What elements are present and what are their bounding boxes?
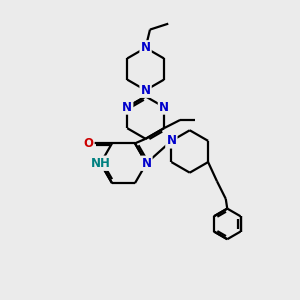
Text: N: N — [141, 84, 151, 97]
Text: NH: NH — [91, 157, 110, 170]
Text: N: N — [167, 134, 176, 147]
Text: N: N — [142, 157, 152, 170]
Text: O: O — [83, 137, 94, 150]
Text: N: N — [122, 100, 132, 113]
Text: N: N — [159, 100, 169, 113]
Text: N: N — [141, 41, 151, 54]
